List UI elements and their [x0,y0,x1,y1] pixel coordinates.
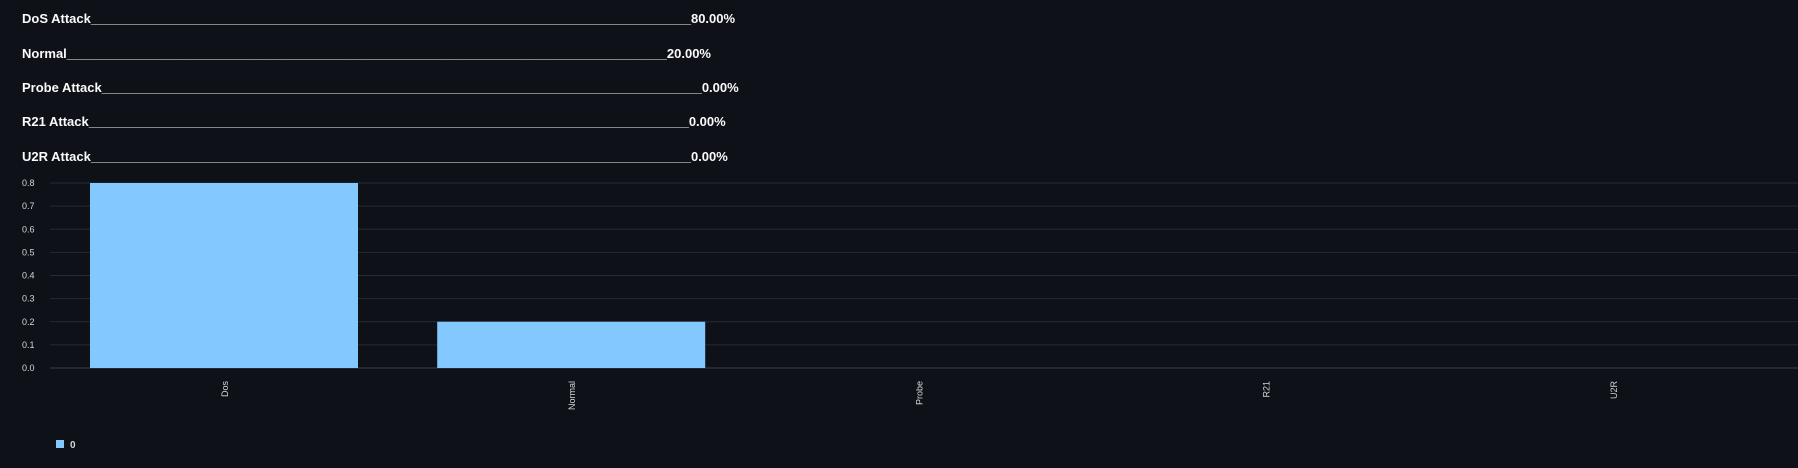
result-value: 80.00% [690,11,736,26]
result-value: 20.00% [666,46,711,61]
y-tick-label: 0.2 [22,317,35,327]
result-value: 0.00% [688,114,726,129]
x-tick-label: U2R [1609,381,1619,400]
y-tick-label: 0.8 [22,178,35,188]
result-value: 0.00% [701,80,739,95]
y-tick-label: 0.1 [22,340,35,350]
result-label: U2R Attack [22,149,91,164]
bar-normal [437,321,706,368]
legend-swatch [56,440,64,448]
result-line-dos: DoS Attack______________________________… [22,11,735,27]
bar-dos [90,183,358,368]
x-tick-label: Dos [220,381,230,398]
y-tick-label: 0.4 [22,271,35,281]
x-tick-label: Normal [567,381,577,410]
result-label: DoS Attack [22,11,91,26]
y-tick-label: 0.3 [22,294,35,304]
legend-label: 0 [70,440,76,451]
result-filler: ________________________________________… [90,149,691,164]
result-value: 0.00% [690,149,728,164]
result-filler: ________________________________________… [88,114,689,129]
result-label: R21 Attack [22,114,89,129]
y-tick-label: 0.6 [22,224,35,234]
result-filler: ________________________________________… [90,11,691,26]
result-line-u2r: U2R Attack______________________________… [22,149,728,165]
result-line-r21: R21 Attack______________________________… [22,114,726,130]
result-filler: ________________________________________… [66,46,667,61]
result-line-probe: Probe Attack____________________________… [22,80,739,96]
result-label: Normal [22,46,67,61]
result-line-normal: Normal__________________________________… [22,46,711,62]
x-tick-label: R21 [1262,381,1272,398]
y-tick-label: 0.7 [22,201,35,211]
result-label: Probe Attack [22,80,102,95]
result-filler: ________________________________________… [101,80,702,95]
x-tick-label: Probe [914,381,924,405]
y-tick-label: 0.5 [22,247,35,257]
y-tick-label: 0.0 [22,363,35,373]
